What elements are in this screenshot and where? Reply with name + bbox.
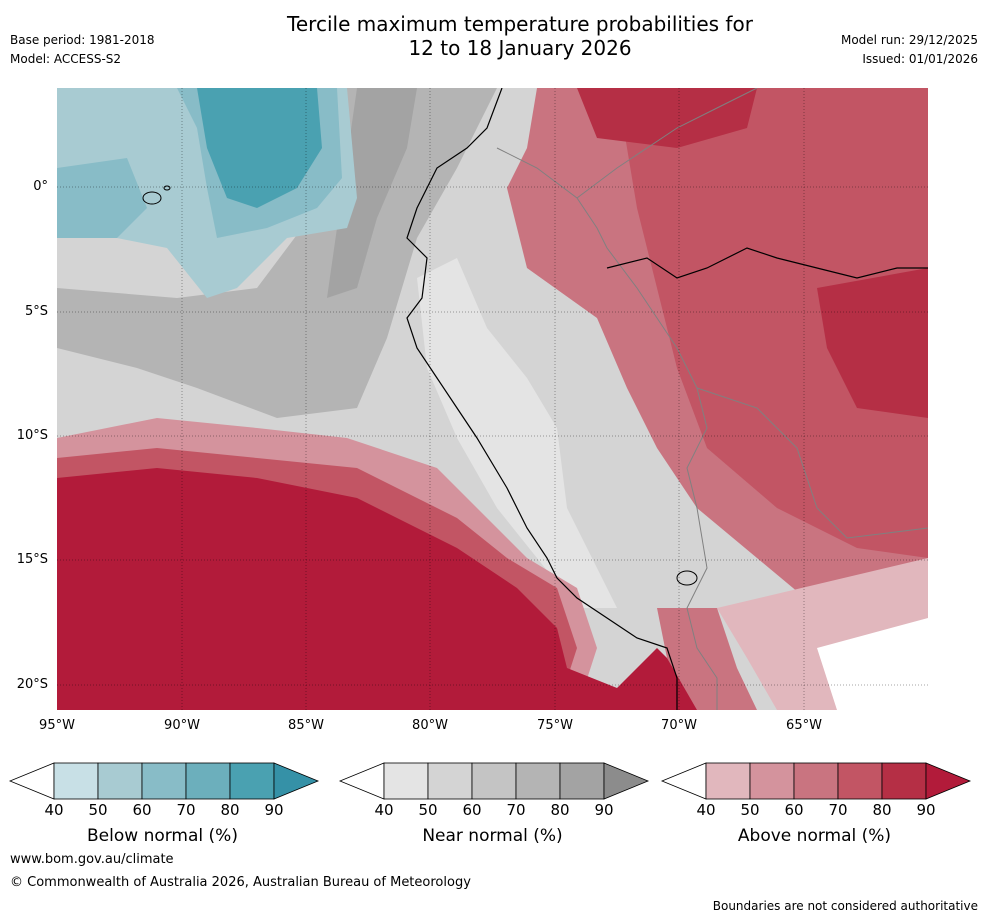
galapagos-island-2 bbox=[163, 185, 171, 191]
below-tick-80: 80 bbox=[220, 801, 240, 819]
below-below-40-triangle bbox=[8, 762, 55, 800]
meta-right: Model run: 29/12/2025 Issued: 01/01/2026 bbox=[841, 31, 978, 69]
lon-label-70w: 70°W bbox=[661, 718, 697, 733]
near-tick-80: 80 bbox=[550, 801, 570, 819]
above-band-70 bbox=[837, 762, 883, 800]
below-tick-50: 50 bbox=[88, 801, 108, 819]
region-below-normal-80 bbox=[197, 88, 322, 208]
region-above-normal-90-east bbox=[817, 268, 928, 418]
region-southeast-white bbox=[817, 618, 928, 710]
base-period: Base period: 1981-2018 bbox=[10, 33, 155, 47]
near-below-40-triangle bbox=[338, 762, 385, 800]
below-band-50 bbox=[97, 762, 143, 800]
lon-label-85w: 85°W bbox=[288, 718, 324, 733]
region-above-normal-sw-90 bbox=[57, 468, 717, 710]
colorbars bbox=[8, 762, 972, 800]
amazon-coastline bbox=[606, 247, 928, 279]
below-band-60 bbox=[141, 762, 187, 800]
colorbar-above-normal bbox=[660, 762, 972, 800]
above-band-80 bbox=[881, 762, 927, 800]
above-tick-90: 90 bbox=[916, 801, 936, 819]
lat-label-10s: 10°S bbox=[16, 428, 48, 443]
footer-copyright: © Commonwealth of Australia 2026, Austra… bbox=[10, 875, 471, 890]
near-tick-60: 60 bbox=[462, 801, 482, 819]
lon-label-90w: 90°W bbox=[164, 718, 200, 733]
near-band-50 bbox=[427, 762, 473, 800]
region-above-normal-90 bbox=[577, 88, 757, 148]
lon-label-80w: 80°W bbox=[412, 718, 448, 733]
lon-label-65w: 65°W bbox=[786, 718, 822, 733]
footer-url: www.bom.gov.au/climate bbox=[10, 852, 174, 867]
title-line-2: 12 to 18 January 2026 bbox=[408, 36, 632, 60]
below-tick-40: 40 bbox=[44, 801, 64, 819]
below-tick-90: 90 bbox=[264, 801, 284, 819]
above-band-60 bbox=[793, 762, 839, 800]
region-above-normal-80 bbox=[617, 88, 928, 558]
map-title: Tercile maximum temperature probabilitie… bbox=[0, 12, 988, 60]
above-band-50 bbox=[749, 762, 795, 800]
above-tick-70: 70 bbox=[828, 801, 848, 819]
lat-label-0: 0° bbox=[33, 179, 48, 194]
model-name: Model: ACCESS-S2 bbox=[10, 52, 122, 66]
below-above-90-triangle bbox=[273, 762, 320, 800]
below-band-70 bbox=[185, 762, 231, 800]
above-tick-60: 60 bbox=[784, 801, 804, 819]
above-tick-80: 80 bbox=[872, 801, 892, 819]
near-band-70 bbox=[515, 762, 561, 800]
region-south-coast-above bbox=[657, 608, 757, 710]
near-tick-50: 50 bbox=[418, 801, 438, 819]
colorbar-below-normal bbox=[8, 762, 320, 800]
country-borders bbox=[496, 88, 928, 710]
lat-label-15s: 15°S bbox=[16, 552, 48, 567]
near-tick-90: 90 bbox=[594, 801, 614, 819]
lon-label-95w: 95°W bbox=[39, 718, 75, 733]
graticule bbox=[57, 88, 928, 710]
below-tick-70: 70 bbox=[176, 801, 196, 819]
meta-left: Base period: 1981-2018 Model: ACCESS-S2 bbox=[10, 31, 155, 69]
above-above-90-triangle bbox=[925, 762, 972, 800]
above-tick-40: 40 bbox=[696, 801, 716, 819]
region-below-normal-west bbox=[57, 158, 147, 238]
footer-disclaimer: Boundaries are not considered authoritat… bbox=[712, 899, 978, 913]
galapagos-island bbox=[142, 191, 162, 205]
lat-label-5s: 5°S bbox=[24, 304, 48, 319]
near-tick-70: 70 bbox=[506, 801, 526, 819]
near-above-90-triangle bbox=[603, 762, 650, 800]
below-band-40 bbox=[53, 762, 99, 800]
lake-titicaca bbox=[676, 570, 698, 586]
colorbar-above-label: Above normal (%) bbox=[737, 826, 892, 846]
lon-label-75w: 75°W bbox=[537, 718, 573, 733]
near-band-80 bbox=[559, 762, 605, 800]
coastline bbox=[406, 88, 678, 710]
lat-label-20s: 20°S bbox=[16, 677, 48, 692]
model-run: Model run: 29/12/2025 bbox=[840, 33, 978, 47]
below-band-80 bbox=[229, 762, 275, 800]
near-band-40 bbox=[383, 762, 429, 800]
probability-map bbox=[57, 88, 928, 710]
colorbar-below-label: Below normal (%) bbox=[87, 826, 238, 846]
above-tick-50: 50 bbox=[740, 801, 760, 819]
above-below-40-triangle bbox=[660, 762, 707, 800]
above-band-40 bbox=[705, 762, 751, 800]
title-line-1: Tercile maximum temperature probabilitie… bbox=[287, 12, 753, 36]
below-tick-60: 60 bbox=[132, 801, 152, 819]
colorbar-near-label: Near normal (%) bbox=[422, 826, 563, 846]
issued-date: Issued: 01/01/2026 bbox=[862, 52, 978, 66]
near-band-60 bbox=[471, 762, 517, 800]
near-tick-40: 40 bbox=[374, 801, 394, 819]
region-coastal-light bbox=[417, 258, 617, 608]
colorbar-near-normal bbox=[338, 762, 650, 800]
